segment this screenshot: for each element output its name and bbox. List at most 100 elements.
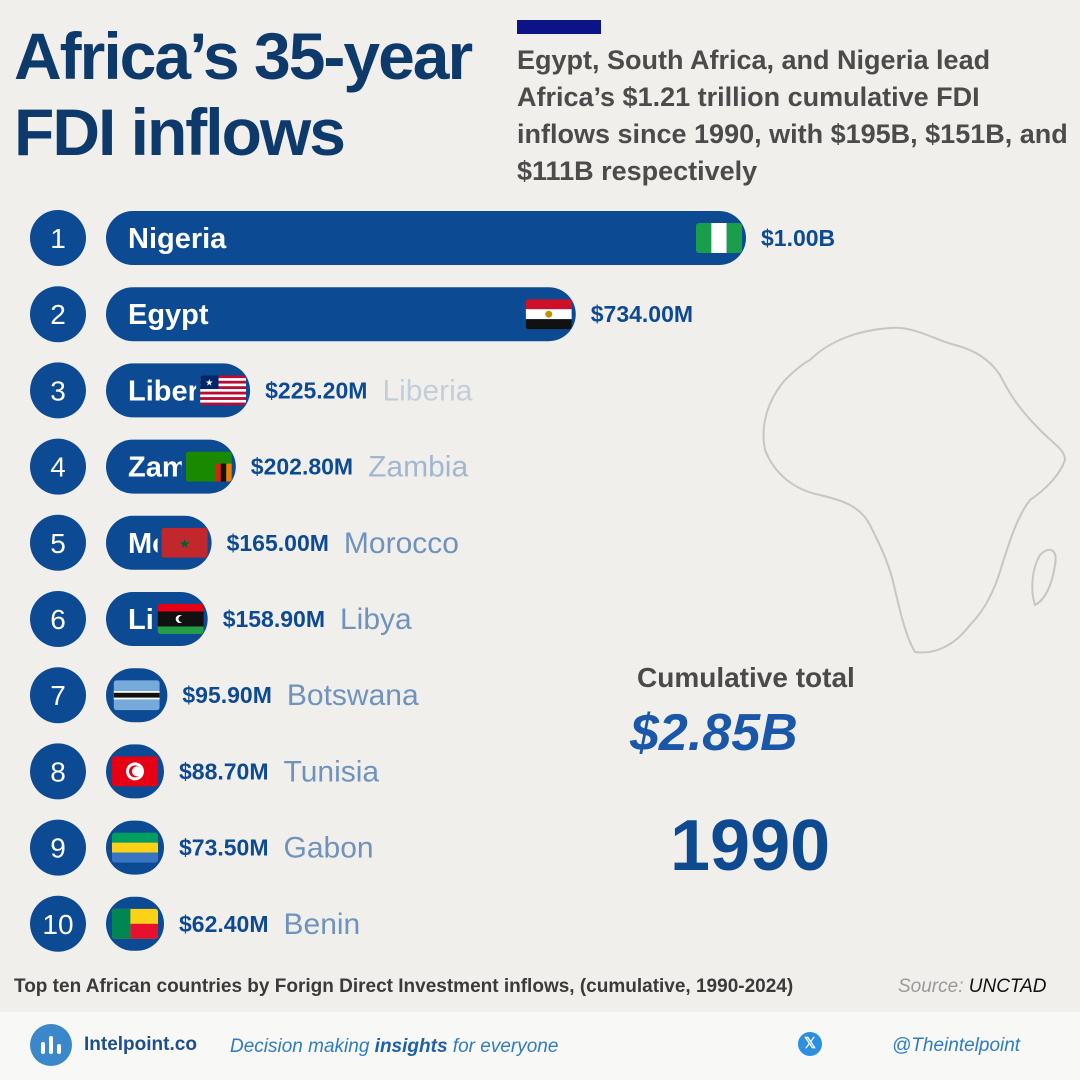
flag-stripe <box>726 223 742 253</box>
brand-link[interactable]: Intelpoint.co <box>84 1034 197 1055</box>
flag-stripe <box>200 397 247 400</box>
bar-country-name: Egypt <box>128 299 209 331</box>
outside-country-name: Botswana <box>287 679 419 712</box>
bar-row: 10 Benin$62.40M Benin <box>30 895 361 952</box>
zambia-flag <box>185 451 232 482</box>
flag-stripe <box>525 299 572 310</box>
footer: Intelpoint.co Decision making insights f… <box>0 1012 1080 1080</box>
rank-circle <box>30 286 86 343</box>
flag-stripe <box>525 319 572 330</box>
rank-label: 9 <box>50 833 66 864</box>
flag-canton <box>200 375 219 390</box>
flag-stripe <box>112 908 131 939</box>
rank-circle <box>30 438 86 495</box>
outside-country-name: Gabon <box>284 832 374 865</box>
morocco-flag: ★ <box>161 527 208 558</box>
rank-label: 7 <box>50 680 66 711</box>
bar-country-name: Libya <box>128 604 205 636</box>
rank-label: 4 <box>50 452 66 483</box>
bar-row: 7 Botswana$95.90M Botswana <box>30 667 419 724</box>
rank-label: 8 <box>50 756 66 787</box>
bar-row: 1 Nigeria $1.00B <box>30 210 835 266</box>
accent-bar <box>517 20 601 34</box>
tunisia-flag <box>112 756 158 787</box>
page-title: Africa’s 35-year FDI inflows <box>14 18 473 170</box>
intelpoint-logo-icon[interactable] <box>30 1024 72 1066</box>
outside-country-name: Tunisia <box>284 755 380 788</box>
flag-stripe <box>200 399 247 403</box>
flag-stripe <box>200 375 247 379</box>
libya-flag <box>157 604 204 634</box>
rank-label: 1 <box>50 223 66 254</box>
value-label: $95.90M <box>182 682 272 708</box>
title-line-2: FDI inflows <box>14 95 346 169</box>
flag-stripe <box>696 223 712 253</box>
rank-label: 2 <box>50 299 66 330</box>
bar-row: 8 Tunisia$88.70M Tunisia <box>30 743 380 800</box>
bar-row: 9 Gabon$73.50M Gabon <box>30 819 374 876</box>
gabon-flag <box>112 832 158 863</box>
bar-row: 3 Liberia★ $225.20M Liberia <box>30 362 473 419</box>
flag-star: ★ <box>205 378 213 388</box>
flag-stripe <box>161 527 208 558</box>
outside-country-name: Zambia <box>368 451 468 484</box>
outside-country-name: Benin <box>284 908 361 941</box>
source-value: UNCTAD <box>968 976 1047 997</box>
flag-crescent-cut <box>132 766 142 777</box>
flag-stripe <box>711 223 727 253</box>
cumulative-total-value: $2.85B <box>630 704 798 762</box>
tagline-bold: insights <box>374 1036 448 1057</box>
rank-label: 5 <box>50 528 66 559</box>
cumulative-total-label: Cumulative total <box>637 662 855 693</box>
outside-country-name: Liberia <box>382 374 472 407</box>
rank-circle <box>30 210 86 266</box>
nigeria-flag <box>696 223 742 253</box>
rank-label: 6 <box>50 604 66 635</box>
botswana-flag <box>113 680 160 711</box>
flag-stripe <box>200 383 247 387</box>
rank-label: 10 <box>42 909 73 940</box>
bar <box>106 211 746 265</box>
tagline-post: for everyone <box>447 1036 559 1057</box>
value-label: $202.80M <box>251 454 353 480</box>
value-label: $225.20M <box>265 377 367 403</box>
flag-stripe <box>112 832 158 843</box>
value-label: $158.90M <box>223 606 325 632</box>
value-label: $62.40M <box>179 911 269 937</box>
bar <box>106 287 576 342</box>
flag-star: ★ <box>179 537 191 552</box>
flag-stripe <box>157 604 204 612</box>
year-indicator: 1990 <box>670 806 831 886</box>
rank-circle <box>30 895 86 952</box>
tagline: Decision making insights for everyone <box>230 1036 558 1058</box>
benin-flag <box>112 908 158 939</box>
flag-stripe <box>112 842 158 853</box>
value-label: $88.70M <box>179 758 269 784</box>
subtitle: Egypt, South Africa, and Nigeria lead Af… <box>517 45 1068 186</box>
value-label: $1.00B <box>761 225 835 251</box>
flag-stripe <box>200 402 247 406</box>
x-twitter-icon[interactable]: 𝕏 <box>798 1032 822 1056</box>
liberia-flag: ★ <box>200 375 247 406</box>
flag-stripe <box>215 463 221 482</box>
rank-circle <box>30 591 86 647</box>
bar-country-name: Morocco <box>128 528 249 560</box>
social-handle[interactable]: @Theintelpoint <box>892 1035 1021 1056</box>
bar-country-name: Zambia <box>128 452 230 484</box>
flag-stripe <box>200 391 247 395</box>
flag-stripe <box>157 626 204 634</box>
flag-stripe <box>200 378 247 381</box>
flag-stripe <box>130 923 158 939</box>
flag-stripe <box>220 463 227 482</box>
africa-map-outline <box>762 326 1067 654</box>
source-label: Source: <box>898 976 964 997</box>
flag-stripe <box>200 389 247 392</box>
source-note: Source: UNCTAD <box>898 976 1047 998</box>
bar-row: 4 Zambia $202.80M Zambia <box>30 438 468 495</box>
rank-circle <box>30 743 86 800</box>
flag-stripe <box>200 380 247 384</box>
title-line-1: Africa’s 35-year <box>14 19 473 93</box>
rank-label: 3 <box>50 375 66 406</box>
